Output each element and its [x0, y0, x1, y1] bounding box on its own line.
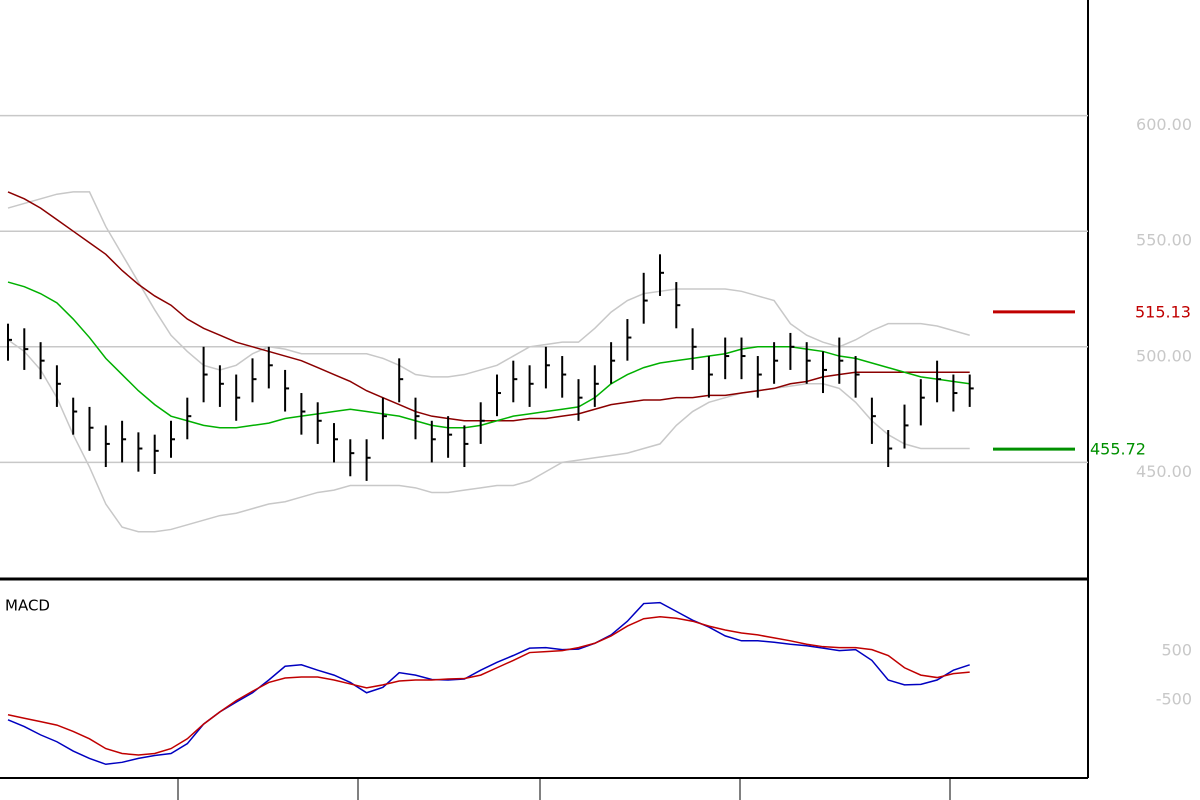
- series-line: [7, 191, 970, 422]
- series-line: [7, 339, 970, 533]
- series-line: [7, 281, 970, 429]
- y-tick-label: 550.00: [1136, 231, 1192, 250]
- panel-title: MACD: [5, 597, 50, 615]
- price-marker-label: 455.72: [1090, 440, 1146, 459]
- y-tick-label: 450.00: [1136, 462, 1192, 481]
- series-line: [7, 191, 970, 378]
- series-line: [7, 601, 970, 766]
- date-ticks: [177, 778, 951, 800]
- price-marker-label: 515.13: [1135, 302, 1191, 321]
- y-tick-label: 600.00: [1136, 115, 1192, 134]
- series-line: [7, 616, 970, 756]
- y-tick-label: 500.00: [1136, 346, 1192, 365]
- y-tick-label: -500: [1156, 689, 1192, 708]
- y-tick-label: 500: [1161, 640, 1192, 659]
